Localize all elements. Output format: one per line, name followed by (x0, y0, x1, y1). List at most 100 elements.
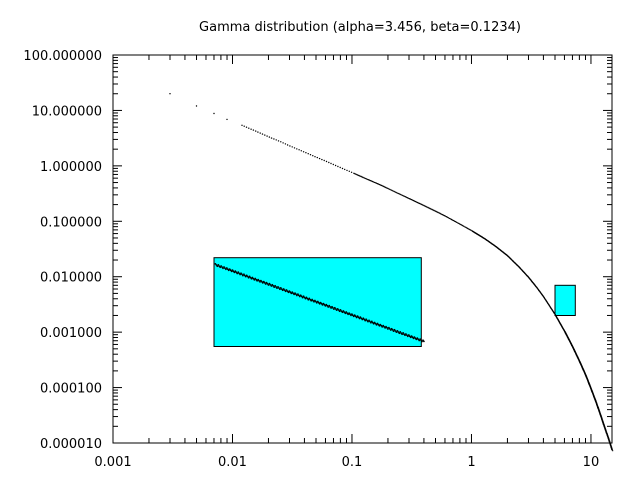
annotations-layer (213, 257, 576, 348)
zoom-source (554, 284, 576, 316)
density-point (169, 93, 171, 95)
density-point (600, 413, 602, 415)
density-point (400, 194, 402, 196)
inset-density-point (349, 313, 351, 316)
inset-density-point (350, 314, 352, 317)
x-tick-label: 1 (467, 455, 475, 470)
density-point (385, 186, 387, 189)
density-point (280, 141, 282, 143)
inset-density-point (252, 277, 255, 280)
inset-density-point (387, 328, 389, 330)
inset-density-point (259, 281, 261, 283)
density-point (407, 197, 409, 199)
ticks-layer: 0.001 0.01 0.1 1 10 0.000010 0.000100 0.001000 0… (23, 49, 612, 470)
density-point (609, 441, 611, 443)
y-tick-label: 100.000000 (23, 49, 102, 64)
density-point (250, 128, 252, 130)
density-point (291, 146, 293, 148)
density-point (316, 156, 318, 159)
inset-density-point (399, 331, 402, 333)
y-tick-label: 0.100000 (40, 215, 102, 230)
inset-density-point (276, 287, 278, 289)
inset-density-point (413, 336, 416, 338)
series-zoom-inset-density (214, 263, 425, 343)
inset-density-point (335, 309, 338, 311)
inset-density-point (417, 338, 420, 341)
density-point (341, 167, 344, 170)
inset-density-point (261, 282, 264, 284)
density-point (467, 227, 469, 230)
inset-density-point (321, 304, 324, 306)
inset-density-point (415, 338, 418, 341)
inset-density-point (365, 318, 367, 321)
inset-density-point (279, 287, 282, 289)
density-point (346, 169, 348, 172)
density-point (410, 198, 413, 201)
density-point (282, 142, 284, 144)
inset-density-point (391, 329, 394, 331)
y-tick-label: 0.000100 (40, 382, 102, 397)
density-point (273, 138, 275, 140)
density-point (607, 435, 609, 437)
inset-density-point (363, 318, 366, 321)
inset-density-point (289, 291, 292, 294)
density-point (597, 405, 599, 407)
density-point (611, 448, 613, 450)
inset-density-point (393, 328, 396, 331)
density-point (610, 446, 613, 448)
density-point (448, 217, 451, 220)
density-point (359, 175, 361, 177)
density-point (298, 149, 300, 151)
inset-density-point (406, 335, 409, 338)
inset-density-point (224, 267, 226, 269)
density-point (600, 414, 602, 416)
inset-density-point (411, 336, 414, 339)
density-point (470, 229, 472, 231)
density-point (605, 431, 608, 433)
density-point (455, 221, 458, 223)
density-point (591, 390, 593, 392)
density-point (307, 153, 309, 155)
inset-density-point (272, 285, 275, 287)
x-tick-label: 10 (583, 455, 600, 470)
density-point (605, 429, 607, 431)
inset-density-point (345, 311, 348, 313)
x-tick-label: 0.1 (342, 455, 363, 470)
density-point (437, 211, 439, 214)
inset-density-point (273, 286, 276, 288)
x-tick-label: 0.01 (218, 455, 247, 470)
inset-density-point (307, 298, 310, 301)
density-point (266, 135, 268, 137)
inset-density-point (242, 274, 244, 277)
density-point (226, 118, 228, 121)
inset-density-point (357, 316, 360, 319)
density-point (601, 416, 603, 418)
density-point (602, 421, 604, 423)
density-point (289, 145, 291, 147)
density-point (611, 449, 614, 451)
density-point (305, 152, 307, 154)
inset-density-point (395, 331, 398, 333)
inset-density-point (253, 278, 256, 281)
density-point (344, 168, 346, 171)
inset-density-point (358, 317, 361, 320)
density-point (348, 170, 350, 172)
density-point (609, 440, 611, 442)
density-point (355, 173, 357, 175)
inset-density-point (338, 310, 341, 313)
inset-density-point (263, 281, 266, 284)
inset-density-point (227, 269, 230, 272)
inset-density-point (327, 306, 330, 308)
inset-density-point (339, 309, 342, 311)
inset-density-point (423, 340, 425, 343)
density-point (243, 125, 245, 127)
inset-density-point (367, 320, 369, 323)
inset-density-point (285, 289, 288, 291)
density-point (403, 195, 405, 197)
inset-density-point (344, 312, 347, 315)
inset-density-point (296, 294, 298, 297)
density-point (596, 402, 598, 405)
density-point (323, 159, 325, 162)
inset-density-point (337, 309, 340, 311)
inset-density-point (281, 289, 284, 292)
